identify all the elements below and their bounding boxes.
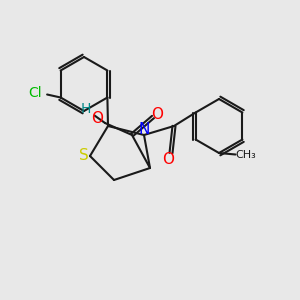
- Text: H: H: [80, 103, 91, 116]
- Text: O: O: [152, 106, 164, 122]
- Text: CH₃: CH₃: [236, 149, 256, 160]
- Text: Cl: Cl: [28, 86, 42, 100]
- Text: O: O: [162, 152, 174, 166]
- Text: S: S: [79, 148, 88, 164]
- Text: N: N: [138, 122, 150, 136]
- Text: O: O: [92, 111, 104, 126]
